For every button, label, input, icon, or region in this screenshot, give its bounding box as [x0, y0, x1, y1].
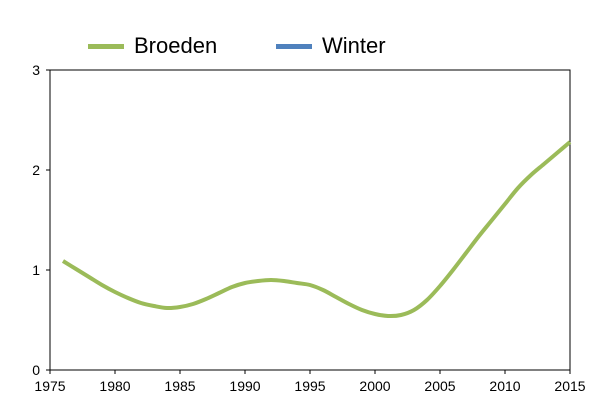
x-tick-label: 1975 [34, 378, 65, 394]
x-tick-label: 1990 [229, 378, 260, 394]
x-tick-label: 2015 [554, 378, 585, 394]
x-axis: 1975 1980 1985 1990 1995 2000 2005 2010 2015 [34, 370, 586, 394]
x-tick-label: 1995 [294, 378, 325, 394]
legend-swatch-broeden [88, 43, 124, 49]
legend-item-winter: Winter [276, 33, 386, 59]
x-tick-label: 1980 [99, 378, 130, 394]
y-tick-label: 2 [32, 162, 40, 178]
y-axis: 0 1 2 3 [32, 62, 50, 378]
legend-label-winter: Winter [322, 33, 386, 58]
legend-label-broeden: Broeden [134, 33, 218, 58]
x-tick-label: 2005 [424, 378, 455, 394]
series-line-broeden [61, 140, 572, 319]
y-tick-label: 3 [32, 62, 40, 78]
y-tick-label: 0 [32, 362, 40, 378]
x-tick-label: 2010 [489, 378, 520, 394]
x-tick-label: 1985 [164, 378, 195, 394]
x-tick-label: 2000 [359, 378, 390, 394]
legend-swatch-winter [276, 43, 312, 49]
y-tick-label: 1 [32, 262, 40, 278]
legend-item-broeden: Broeden [88, 33, 217, 59]
series-layer [61, 140, 572, 319]
